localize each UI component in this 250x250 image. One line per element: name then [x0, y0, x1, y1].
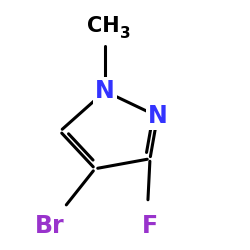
Text: 3: 3	[120, 26, 130, 41]
Text: N: N	[148, 104, 168, 128]
Text: CH: CH	[88, 16, 120, 36]
Text: F: F	[142, 214, 158, 238]
Text: Br: Br	[35, 214, 65, 238]
Text: N: N	[95, 79, 115, 103]
